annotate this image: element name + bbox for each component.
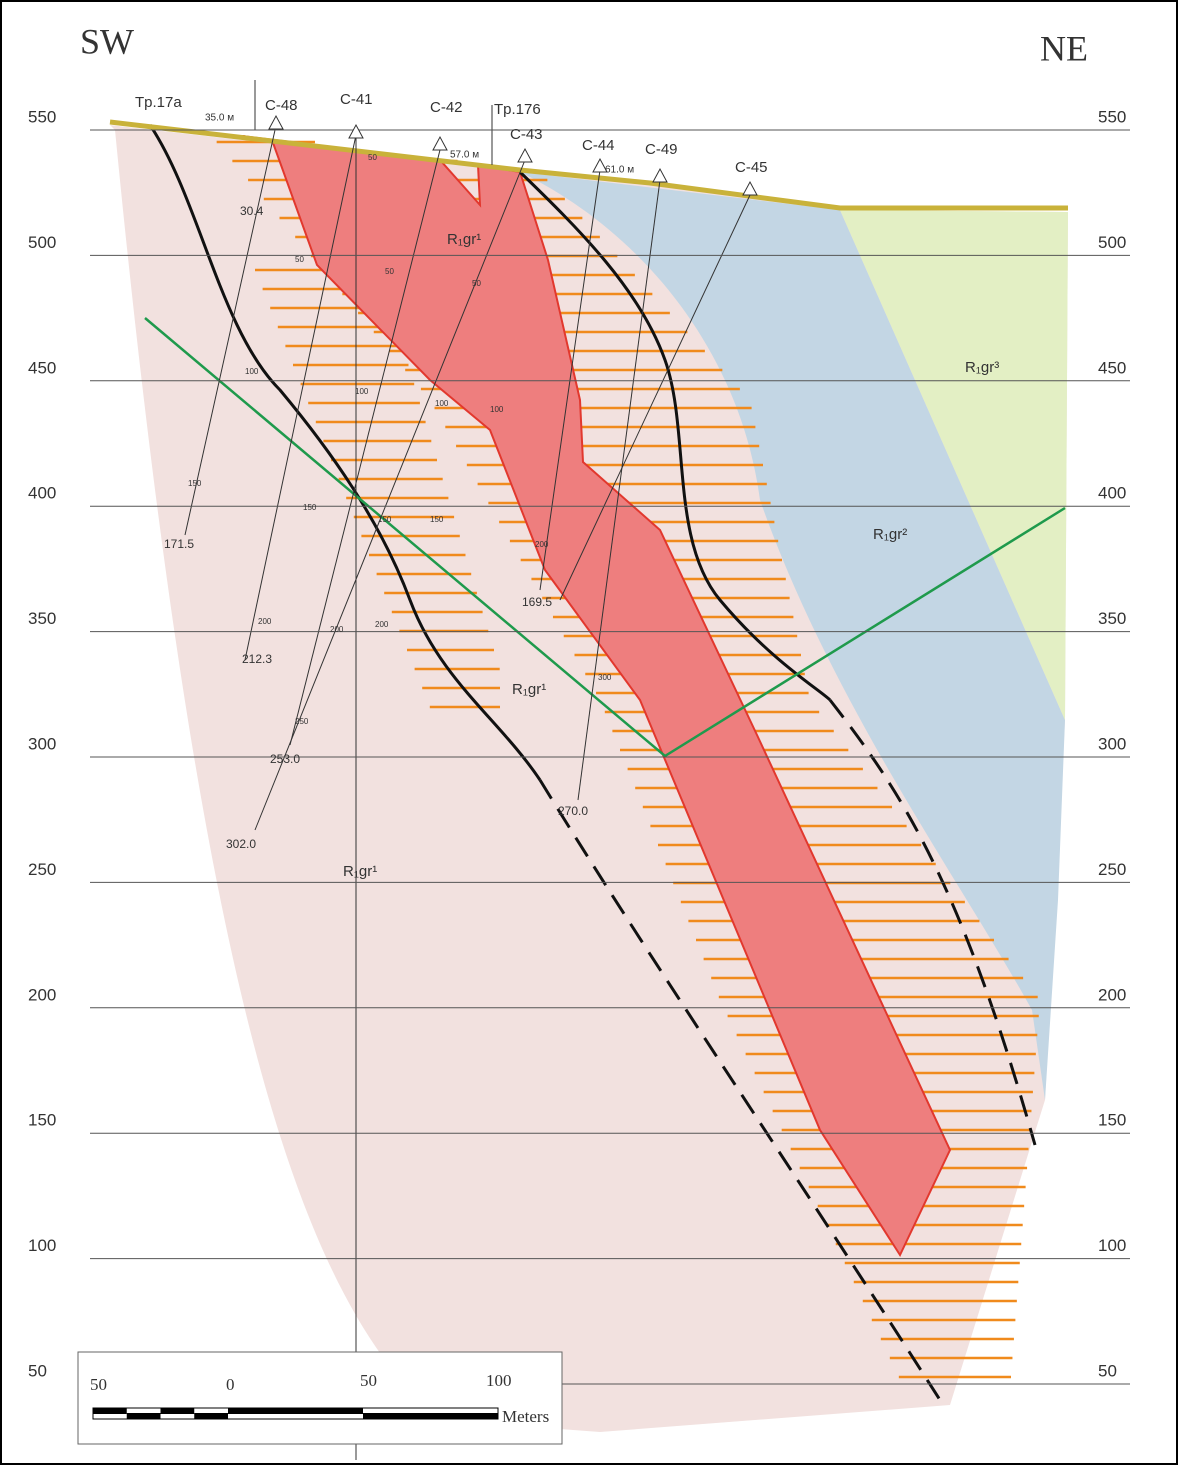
scale-label: 50 xyxy=(360,1371,377,1390)
scale-label: 100 xyxy=(486,1371,512,1390)
elevation-label: 100 xyxy=(28,1236,56,1255)
unit-label: R₁gr¹ xyxy=(447,231,481,248)
borehole-tick: 200 xyxy=(535,540,549,549)
depth-label: 270.0 xyxy=(558,804,588,818)
elevation-label: 300 xyxy=(28,734,56,753)
borehole-tick: 150 xyxy=(188,479,202,488)
scale-bar: 50 0 50 100 Meters xyxy=(78,1352,562,1444)
elevation-label: 400 xyxy=(1098,484,1126,503)
borehole-name: Tp.176 xyxy=(494,101,541,118)
elevation-label: 350 xyxy=(1098,609,1126,628)
borehole-name: C-48 xyxy=(265,97,298,114)
borehole-name: Tp.17a xyxy=(135,94,182,111)
orientation-label: NE xyxy=(1040,28,1088,68)
depth-label: 302.0 xyxy=(226,837,256,851)
borehole-name: C-41 xyxy=(340,91,373,108)
borehole-tick: 250 xyxy=(295,717,309,726)
elevation-label: 450 xyxy=(1098,358,1126,377)
elevation-label: 300 xyxy=(1098,734,1126,753)
elevation-label: 350 xyxy=(28,609,56,628)
scale-segment xyxy=(127,1413,161,1419)
scale-segment xyxy=(93,1408,127,1414)
depth-label: 253.0 xyxy=(270,752,300,766)
borehole-tick: 50 xyxy=(472,279,481,288)
borehole-tick: 100 xyxy=(355,387,369,396)
elevation-label: 200 xyxy=(1098,985,1126,1004)
elevation-label: 250 xyxy=(1098,860,1126,879)
elevation-label: 50 xyxy=(1098,1361,1117,1380)
borehole-tick: 100 xyxy=(490,405,504,414)
unit-label: R₁gr³ xyxy=(965,359,999,376)
borehole-tick: 200 xyxy=(375,620,389,629)
scale-box xyxy=(78,1352,562,1444)
elevation-label: 400 xyxy=(28,484,56,503)
orientation-label: SW xyxy=(80,21,134,61)
borehole-tick: 50 xyxy=(368,153,377,162)
borehole-tick: 100 xyxy=(435,399,449,408)
elevation-label: 200 xyxy=(28,985,56,1004)
elevation-label: 250 xyxy=(28,860,56,879)
borehole-name: C-49 xyxy=(645,141,678,158)
elevation-label: 450 xyxy=(28,358,56,377)
borehole-name: C-43 xyxy=(510,126,543,143)
depth-label: 35.0 м xyxy=(205,113,234,124)
elevation-label: 500 xyxy=(28,233,56,252)
scale-segment xyxy=(161,1408,195,1414)
unit-label: R₁gr² xyxy=(873,526,907,543)
scale-segment xyxy=(363,1413,498,1419)
depth-label: 61.0 м xyxy=(605,165,634,176)
borehole-tick: 200 xyxy=(258,617,272,626)
elevation-label: 500 xyxy=(1098,233,1126,252)
scale-label: 0 xyxy=(226,1375,235,1394)
borehole-name: C-44 xyxy=(582,137,615,154)
elevation-label: 50 xyxy=(28,1361,47,1380)
scale-segment xyxy=(194,1413,228,1419)
scale-unit: Meters xyxy=(502,1407,549,1426)
borehole-tick: 200 xyxy=(330,625,344,634)
borehole-tick: 50 xyxy=(385,267,394,276)
borehole-tick: 100 xyxy=(245,367,259,376)
scale-label: 50 xyxy=(90,1375,107,1394)
elevation-label: 150 xyxy=(28,1111,56,1130)
elevation-label: 100 xyxy=(1098,1236,1126,1255)
unit-label: R₁gr¹ xyxy=(512,681,546,698)
scale-segment xyxy=(228,1408,363,1414)
borehole-tick: 150 xyxy=(430,515,444,524)
borehole-tick: 150 xyxy=(303,503,317,512)
elevation-label: 150 xyxy=(1098,1111,1126,1130)
depth-label: 30.4 xyxy=(240,204,264,218)
elevation-label: 550 xyxy=(28,107,56,126)
cross-section: 50050100Meters 5505505005004504504004003… xyxy=(0,0,1178,1465)
depth-label: 171.5 xyxy=(164,537,194,551)
unit-label: R₁gr¹ xyxy=(343,863,377,880)
borehole-tick: 300 xyxy=(598,673,612,682)
borehole-tick: 150 xyxy=(378,515,392,524)
depth-label: 169.5 xyxy=(522,595,552,609)
elevation-label: 550 xyxy=(1098,107,1126,126)
borehole-name: C-42 xyxy=(430,99,463,116)
depth-label: 212.3 xyxy=(242,652,272,666)
borehole-name: C-45 xyxy=(735,159,768,176)
depth-label: 57.0 м xyxy=(450,150,479,161)
borehole-tick: 50 xyxy=(295,255,304,264)
